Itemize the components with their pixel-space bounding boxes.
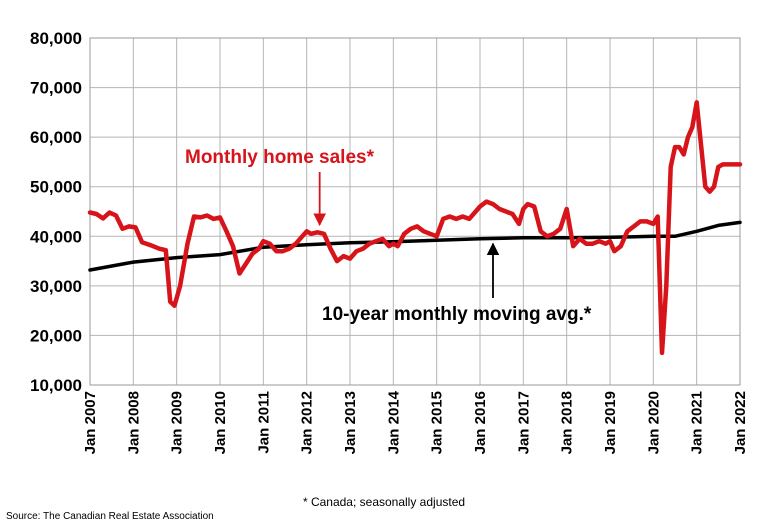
y-tick-label: 10,000 [30, 376, 82, 395]
x-tick-label: Jan 2017 [515, 391, 532, 454]
x-axis: Jan 2007 Jan 2008 Jan 2009 Jan 2010 Jan 2011… [82, 390, 749, 454]
x-tick-label: Jan 2019 [602, 391, 619, 454]
gridlines [89, 37, 741, 386]
y-tick-label: 50,000 [30, 178, 82, 197]
x-tick-label: Jan 2007 [82, 391, 99, 454]
x-tick-label: Jan 2010 [212, 391, 229, 454]
x-tick-label: Jan 2014 [385, 390, 402, 454]
y-tick-label: 70,000 [30, 79, 82, 98]
x-tick-label: Jan 2016 [472, 391, 489, 454]
y-axis: 10,000 20,000 30,000 40,000 50,000 60,000 70,0… [30, 29, 82, 395]
y-tick-label: 60,000 [30, 128, 82, 147]
x-tick-label: Jan 2008 [125, 391, 142, 454]
annotation-moving-average: 10-year monthly moving avg.* [322, 304, 592, 325]
x-tick-label: Jan 2015 [429, 391, 446, 454]
source-note: Source: The Canadian Real Estate Associa… [6, 511, 214, 522]
x-tick-label: Jan 2020 [645, 391, 662, 454]
x-tick-label: Jan 2011 [255, 391, 272, 454]
series-lines [87, 100, 743, 356]
y-tick-label: 40,000 [30, 227, 82, 246]
series-line-monthly-home-sales [87, 100, 743, 356]
x-tick-label: Jan 2021 [689, 391, 706, 454]
y-tick-label: 30,000 [30, 277, 82, 296]
x-tick-label: Jan 2022 [732, 391, 749, 454]
series-line-moving-average [88, 220, 742, 272]
y-tick-label: 20,000 [30, 326, 82, 345]
x-tick-label: Jan 2009 [169, 391, 186, 454]
footnote: * Canada; seasonally adjusted [302, 495, 466, 509]
x-tick-label: Jan 2013 [342, 391, 359, 454]
plot-border [89, 37, 741, 386]
y-tick-label: 80,000 [30, 29, 82, 48]
annotations: Monthly home sales* 10-year monthly movin… [185, 147, 592, 325]
annotation-monthly-home-sales: Monthly home sales* [185, 147, 375, 168]
x-tick-label: Jan 2018 [559, 391, 576, 454]
x-tick-label: Jan 2012 [299, 391, 316, 454]
